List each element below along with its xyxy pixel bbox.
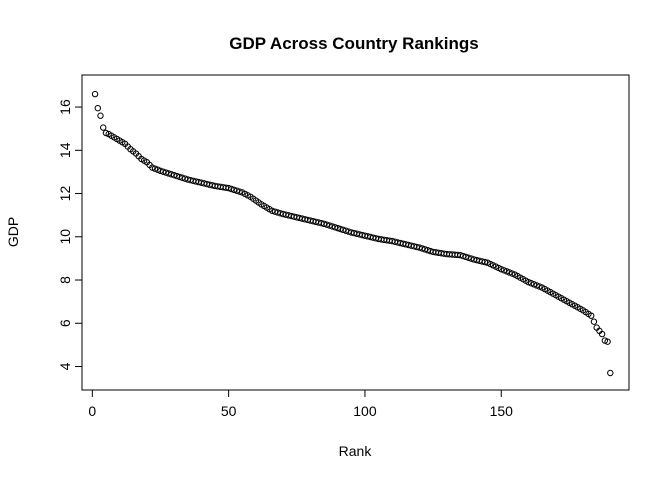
data-point — [225, 184, 232, 192]
data-point — [176, 173, 183, 181]
data-point — [160, 168, 167, 175]
data-point — [165, 170, 172, 177]
x-tick-label: 150 — [490, 403, 514, 419]
y-tick-label: 8 — [57, 276, 73, 284]
data-point — [94, 104, 101, 112]
data-point — [326, 222, 333, 229]
data-point — [337, 225, 344, 233]
data-point — [269, 207, 276, 215]
data-points — [91, 90, 614, 377]
y-tick-label: 16 — [57, 99, 73, 115]
data-point — [170, 171, 178, 179]
y-tick-label: 12 — [57, 186, 73, 202]
data-point — [233, 187, 241, 194]
x-axis: 0 50 100 150 — [88, 389, 514, 419]
data-point — [339, 226, 347, 234]
data-point — [168, 171, 175, 178]
data-point — [607, 369, 614, 377]
data-point — [416, 244, 423, 251]
data-point — [100, 124, 107, 131]
data-point — [590, 318, 598, 325]
data-point — [465, 254, 472, 261]
x-tick-label: 0 — [88, 403, 96, 419]
data-point — [598, 330, 606, 338]
data-point — [334, 224, 341, 232]
data-point — [323, 221, 330, 228]
x-tick-label: 100 — [353, 403, 377, 419]
data-point — [173, 172, 181, 180]
data-point — [91, 90, 99, 98]
chart-title: GDP Across Country Rankings — [229, 34, 478, 53]
x-axis-label: Rank — [339, 443, 373, 459]
data-point — [329, 223, 336, 230]
data-point — [342, 227, 350, 234]
data-point — [157, 167, 164, 175]
data-point — [604, 338, 611, 345]
y-tick-label: 14 — [57, 142, 73, 158]
data-point — [421, 246, 429, 253]
data-point — [424, 246, 431, 254]
data-point — [179, 174, 186, 181]
data-point — [97, 112, 104, 119]
y-axis-label: GDP — [5, 217, 21, 247]
data-point — [320, 220, 328, 228]
data-point — [228, 185, 235, 193]
data-point — [457, 251, 464, 259]
data-point — [236, 188, 243, 195]
y-axis: 4 6 8 10 12 14 16 — [57, 99, 83, 370]
y-tick-label: 6 — [57, 319, 73, 327]
y-tick-label: 4 — [57, 362, 73, 370]
data-point — [459, 252, 467, 260]
data-point — [230, 186, 238, 194]
data-point — [162, 169, 170, 176]
plot-frame — [81, 74, 630, 391]
x-tick-label: 50 — [221, 403, 237, 419]
y-tick-label: 10 — [57, 229, 73, 245]
data-point — [331, 224, 339, 231]
data-point — [462, 253, 470, 261]
data-point — [588, 312, 595, 319]
data-point — [481, 258, 489, 266]
data-point — [418, 245, 426, 252]
